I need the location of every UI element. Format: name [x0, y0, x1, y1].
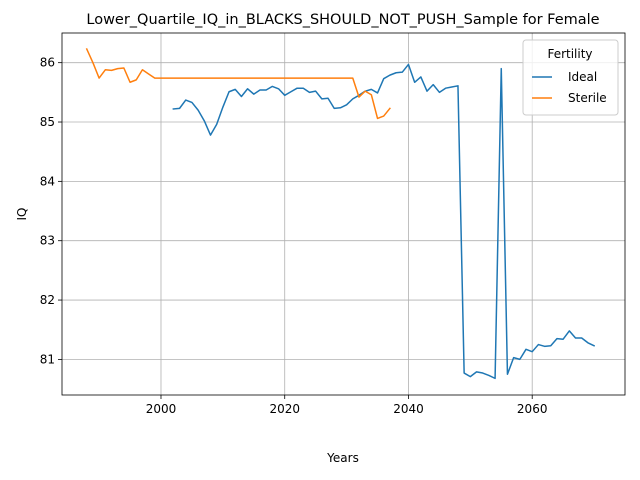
series-line-ideal [172, 63, 596, 380]
legend-label-sterile: Sterile [568, 91, 607, 105]
x-tick-label: 2000 [146, 402, 177, 416]
legend-box [522, 39, 619, 116]
y-tick-label: 86 [40, 56, 55, 70]
y-tick-label: 83 [40, 234, 55, 248]
x-axis-label: Years [326, 451, 359, 465]
chart-title: Lower_Quartile_IQ_in_BLACKS_SHOULD_NOT_P… [86, 12, 599, 28]
y-axis-label: IQ [15, 208, 29, 221]
plot-frame [61, 32, 626, 396]
y-axis-ticks: 81 82 83 84 85 86 [40, 56, 62, 366]
series-group [85, 48, 596, 380]
x-tick-label: 2060 [517, 402, 548, 416]
legend-title: Fertility [547, 47, 592, 61]
y-tick-label: 84 [40, 174, 55, 188]
x-axis-ticks: 2000 2020 2040 2060 [146, 395, 548, 416]
series-line-sterile [85, 48, 391, 120]
legend: Fertility Ideal Sterile [522, 39, 619, 116]
x-tick-label: 2040 [393, 402, 424, 416]
x-tick-label: 2020 [269, 402, 300, 416]
legend-label-ideal: Ideal [568, 70, 597, 84]
y-tick-label: 85 [40, 115, 55, 129]
y-tick-label: 81 [40, 352, 55, 366]
y-tick-label: 82 [40, 293, 55, 307]
